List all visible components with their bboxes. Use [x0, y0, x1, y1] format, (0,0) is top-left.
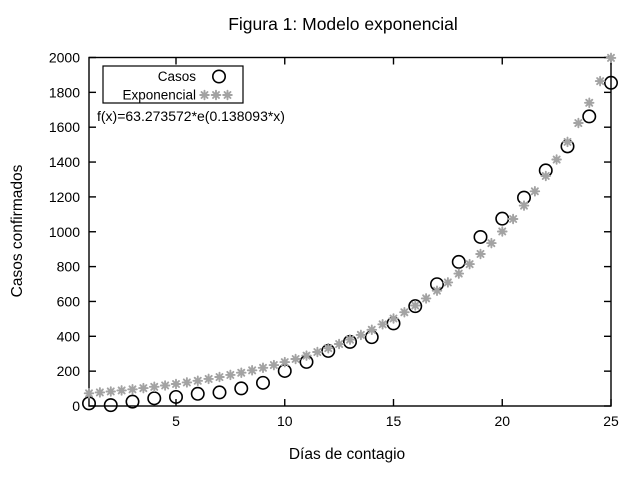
x-tick-label: 25 [603, 413, 619, 429]
fit-point [301, 350, 312, 361]
fit-point [116, 385, 127, 396]
casos-point [190, 386, 205, 401]
fit-point [279, 356, 291, 368]
y-axis-label: Casos confirmados [9, 164, 26, 297]
fit-point [312, 346, 323, 358]
casos-point [451, 254, 466, 269]
fit-point [181, 377, 193, 388]
y-tick-label: 1800 [49, 84, 80, 100]
x-tick-label: 5 [172, 413, 180, 429]
fit-point [138, 382, 149, 394]
y-tick-label: 0 [72, 398, 80, 414]
fit-point [420, 293, 432, 304]
casos-point [255, 375, 270, 390]
fit-point [268, 359, 280, 371]
fit-point [540, 170, 551, 182]
legend: Casos Exponencial [102, 65, 244, 104]
fit-point [594, 75, 606, 87]
fit-point [366, 324, 378, 336]
fit-point [453, 268, 465, 279]
fit-point [105, 386, 116, 397]
casos-point [582, 109, 597, 124]
fit-point [507, 213, 519, 225]
fit-point [344, 334, 356, 345]
y-tick-label: 400 [57, 328, 81, 344]
fit-point [159, 380, 171, 391]
casos-point [603, 75, 618, 90]
y-tick-label: 2000 [49, 50, 80, 66]
y-tick-label: 600 [57, 293, 81, 309]
fit-point [355, 329, 367, 341]
casos-point [408, 299, 423, 314]
fit-point [377, 319, 388, 330]
chart-title: Figura 1: Modelo exponencial [228, 14, 458, 34]
casos-point [234, 381, 249, 396]
x-tick-label: 20 [494, 413, 510, 429]
fit-point [148, 381, 160, 393]
fit-point [94, 387, 106, 398]
legend-entry-casos: Casos [158, 69, 197, 84]
fit-point [333, 338, 345, 350]
x-tick-label: 10 [277, 413, 293, 429]
fit-point [192, 375, 204, 387]
casos-point [212, 385, 227, 400]
fit-point [442, 277, 454, 288]
fit-point [203, 373, 214, 385]
axes: 5 10 15 20 25 0 200 400 600 800 1000 1200 1400 1600 18… [49, 50, 619, 430]
casos-point [169, 389, 184, 404]
x-tick-label: 15 [386, 413, 402, 429]
fit-point [584, 97, 595, 109]
legend-entry-exponencial: Exponencial [122, 88, 196, 103]
legend-marker-exponencial [210, 89, 222, 101]
fit-point [486, 237, 497, 249]
fit-point [246, 365, 258, 376]
y-tick-label: 200 [57, 363, 81, 379]
legend-markers [199, 69, 233, 101]
legend-box [102, 65, 244, 104]
legend-marker-exponencial [199, 89, 210, 101]
fit-point [551, 154, 562, 165]
y-tick-label: 1200 [49, 189, 80, 205]
fit-point [127, 384, 138, 395]
casos-point [125, 394, 140, 409]
fit-point [388, 313, 399, 324]
y-tick-label: 1000 [49, 224, 80, 240]
y-tick-label: 1400 [49, 154, 80, 170]
casos-point [495, 211, 510, 226]
y-tick-label: 800 [57, 259, 81, 275]
fit-point [83, 388, 95, 399]
x-axis-label: Días de contagio [289, 446, 405, 463]
fit-point [529, 186, 541, 197]
fit-point [322, 342, 334, 354]
fit-point [399, 306, 410, 318]
fit-point [475, 248, 486, 260]
data-points [82, 52, 618, 413]
fit-point [170, 378, 182, 390]
fit-point [605, 52, 617, 64]
fit-point [464, 258, 475, 270]
fit-equation-label: f(x)=63.273572*e(0.138093*x) [97, 108, 285, 124]
fit-point [496, 226, 508, 237]
legend-marker-casos [212, 69, 227, 84]
fit-point [431, 285, 443, 296]
fit-point [214, 371, 225, 383]
fit-point [573, 117, 584, 129]
fit-point [290, 353, 301, 365]
fit-point [562, 136, 573, 148]
casos-point [103, 398, 118, 413]
fit-point [225, 369, 236, 381]
fit-point [409, 300, 421, 311]
casos-point [147, 391, 162, 406]
fit-point [518, 200, 530, 211]
legend-marker-exponencial [222, 89, 233, 101]
casos-point [473, 229, 488, 244]
fit-point [235, 367, 247, 378]
y-tick-label: 1600 [49, 119, 80, 135]
fit-point [257, 362, 269, 374]
